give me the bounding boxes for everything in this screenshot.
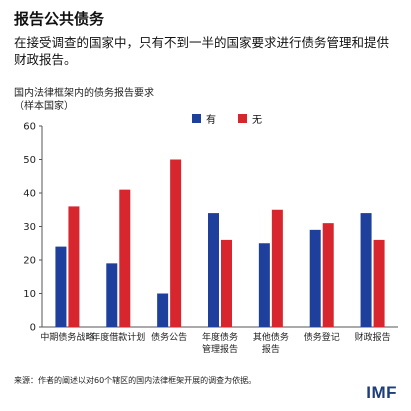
y-tick-label: 30: [23, 222, 36, 233]
legend-item-yes: 有: [192, 111, 216, 126]
bar-no: [322, 223, 334, 327]
legend-swatch-yes: [192, 114, 201, 123]
chart-legend: 有 无: [192, 111, 262, 126]
bar-yes: [309, 229, 321, 327]
x-tick-label: 年度债务: [202, 331, 238, 343]
y-tick-label: 60: [23, 122, 36, 133]
legend-label-yes: 有: [206, 115, 216, 126]
bar-no: [68, 206, 80, 327]
legend-label-no: 无: [252, 115, 262, 126]
y-tick-label: 0: [30, 323, 36, 334]
bar-yes: [208, 213, 219, 327]
bar-yes: [55, 246, 67, 327]
bar-yes: [360, 213, 372, 327]
bar-no: [170, 159, 182, 327]
x-tick-label: 年度借款计划: [91, 331, 145, 343]
bar-yes: [258, 243, 270, 327]
x-tick-label: 债务公告: [151, 331, 187, 343]
x-tick-label: 财政报告: [355, 331, 391, 343]
chart-title: 国内法律框架内的债务报告要求: [14, 88, 154, 99]
bar-yes: [106, 263, 118, 327]
y-tick-label: 20: [23, 256, 36, 267]
bar-no: [271, 209, 283, 327]
x-tick-label: 其他债务: [253, 331, 289, 343]
x-tick-label: 债务登记: [304, 331, 340, 343]
page-subtitle: 在接受调查的国家中，只有不到一半的国家要求进行债务管理和提供财政报告。: [14, 35, 390, 67]
bar-no: [221, 239, 232, 327]
legend-item-no: 无: [238, 111, 262, 126]
chart-unit-label: （样本国家）: [14, 101, 74, 112]
x-tick-label: 管理报告: [202, 343, 238, 355]
page-title: 报告公共债务: [14, 10, 105, 28]
bar-no: [119, 189, 131, 327]
legend-swatch-no: [238, 114, 247, 123]
bar-no: [373, 239, 385, 327]
x-tick-label: 中期债务战略: [40, 331, 94, 343]
y-tick-label: 50: [23, 155, 36, 166]
y-tick-label: 10: [23, 289, 36, 300]
bar-yes: [157, 293, 169, 327]
x-tick-label: 报告: [262, 343, 280, 355]
source-note: 来源：作者的阐述以对60个辖区的国内法律框架开展的调查为依据。: [14, 376, 257, 385]
imf-logo: IMF: [366, 383, 397, 402]
y-tick-label: 40: [23, 189, 36, 200]
